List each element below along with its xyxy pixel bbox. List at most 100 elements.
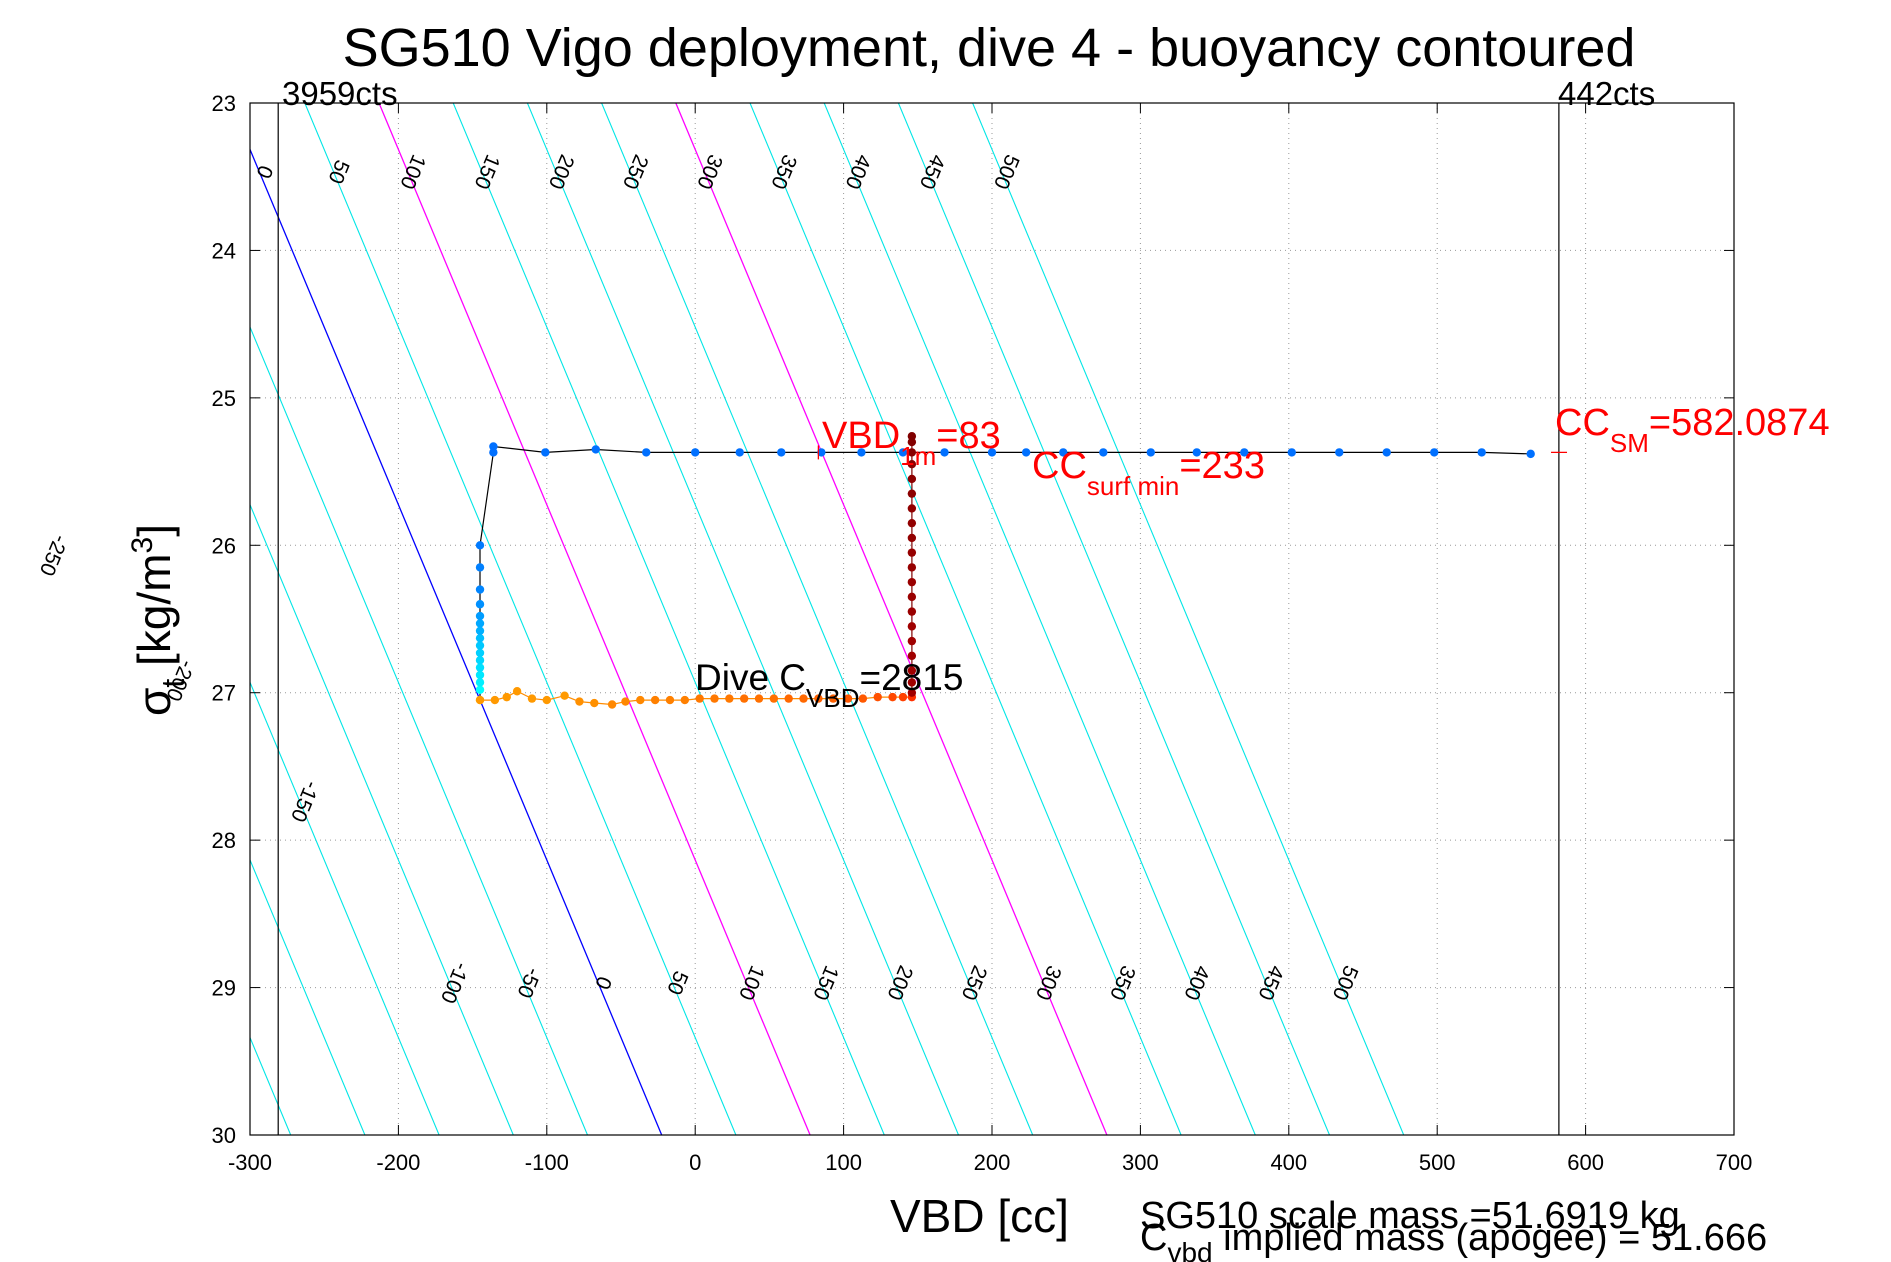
- x-tick-label: 500: [1419, 1150, 1456, 1175]
- data-point-ascent: [907, 448, 917, 457]
- data-point-ascent: [907, 548, 917, 557]
- data-point-descent: [735, 448, 744, 457]
- data-point-bottom: [560, 691, 569, 700]
- data-point-ascent: [907, 563, 917, 572]
- data-point-bottom: [769, 694, 779, 703]
- data-point-bottom: [898, 692, 908, 702]
- data-point-descent: [475, 641, 485, 650]
- data-point-bottom: [490, 695, 500, 705]
- data-point-descent: [1059, 448, 1068, 457]
- right-limit-label: 442cts: [1558, 75, 1655, 112]
- data-point-descent: [475, 541, 485, 550]
- vbd-1m-annotation: VBD1m=83: [822, 415, 1001, 471]
- data-point-bottom: [542, 695, 551, 705]
- data-point-bottom: [665, 695, 675, 705]
- y-tick-label: 26: [212, 533, 236, 558]
- contour-line: [250, 503, 514, 1135]
- data-point-bottom: [710, 694, 719, 703]
- data-point-descent: [1287, 448, 1296, 457]
- contour-line: [0, 103, 142, 1135]
- data-point-ascent: [907, 460, 917, 469]
- data-point-descent: [475, 611, 485, 621]
- contour-line: [250, 858, 366, 1135]
- data-point-bottom: [829, 694, 838, 703]
- data-point-ascent: [907, 437, 917, 447]
- data-point-bottom: [873, 692, 882, 702]
- axis-ticks: -300 -200 -100 0 100 200 300 400 500 600 700 23 24 25…: [212, 91, 1753, 1175]
- data-point-descent: [475, 633, 485, 643]
- x-tick-label: 600: [1567, 1150, 1604, 1175]
- y-tick-label: 29: [212, 976, 236, 1001]
- data-point-descent: [777, 448, 786, 457]
- data-point-descent: [1146, 448, 1155, 457]
- contour-line: [897, 103, 1331, 1135]
- data-point-descent: [1382, 448, 1391, 457]
- data-point-ascent: [907, 622, 917, 631]
- x-tick-label: -200: [376, 1150, 420, 1175]
- data-point-descent: [1335, 448, 1344, 457]
- data-point-descent: [940, 448, 949, 457]
- data-point-bottom: [621, 697, 630, 706]
- data-point-bottom: [858, 694, 868, 703]
- buoyancy-contours: [0, 103, 1405, 1135]
- data-point-descent: [642, 448, 651, 457]
- data-point-ascent: [907, 518, 917, 528]
- data-point-descent: [1430, 448, 1439, 457]
- data-point-descent: [1477, 448, 1486, 457]
- contour-line: [250, 680, 440, 1135]
- contour-line: [250, 147, 663, 1135]
- data-point-bottom: [650, 695, 660, 705]
- contour-line: [0, 103, 68, 1135]
- data-point-descent: [489, 442, 498, 451]
- data-point-descent: [475, 648, 485, 658]
- y-tick-label: 23: [212, 91, 236, 116]
- data-point-ascent: [907, 592, 917, 602]
- data-point-descent: [987, 448, 997, 457]
- contour-line: [526, 103, 960, 1135]
- data-point-descent: [475, 563, 485, 572]
- cc-sm-annotation: CCSM=582.0874: [1555, 402, 1830, 458]
- x-tick-label: 200: [974, 1150, 1011, 1175]
- data-point-bottom: [739, 694, 749, 703]
- vbd-limit-lines: [277, 103, 1560, 1135]
- data-point-descent: [1192, 448, 1201, 457]
- data-point-descent: [1099, 448, 1108, 457]
- y-axis-label: σt [kg/m3]: [126, 524, 191, 716]
- contour-line: [0, 103, 216, 1135]
- data-point-bottom: [502, 692, 511, 702]
- data-point-ascent: [907, 533, 917, 543]
- data-point-descent: [857, 448, 866, 457]
- data-point-bottom: [799, 694, 808, 703]
- cc-surf-min-annotation: CCsurf min=233: [1032, 445, 1265, 501]
- data-point-descent: [475, 585, 485, 594]
- data-point-descent: [475, 663, 485, 672]
- data-point-ascent: [907, 636, 917, 646]
- contour-line: [823, 103, 1256, 1135]
- data-point-ascent: [907, 678, 917, 687]
- chart-title: SG510 Vigo deployment, dive 4 - buoyancy…: [343, 18, 1636, 78]
- data-point-ascent: [907, 666, 917, 675]
- data-point-descent: [541, 448, 550, 457]
- data-point-bottom: [607, 700, 617, 709]
- x-axis-label: VBD [cc]: [890, 1190, 1069, 1242]
- y-tick-label: 30: [212, 1123, 236, 1148]
- data-point-descent: [475, 619, 485, 628]
- x-tick-label: 0: [689, 1150, 701, 1175]
- data-point-bottom: [888, 692, 897, 702]
- x-tick-label: 300: [1122, 1150, 1159, 1175]
- data-point-descent: [475, 656, 485, 665]
- data-point-bottom: [843, 694, 853, 703]
- data-point-bottom: [512, 687, 522, 696]
- data-point-descent: [475, 678, 485, 687]
- contour-label-left: -250: [35, 531, 72, 579]
- data-point-bottom: [475, 695, 485, 705]
- data-point-bottom: [590, 698, 599, 708]
- data-point-ascent: [907, 607, 917, 616]
- data-point-ascent: [907, 474, 917, 484]
- data-point-bottom: [575, 697, 584, 706]
- y-tick-label: 24: [212, 238, 236, 263]
- y-tick-label: 25: [212, 386, 236, 411]
- data-point-ascent: [907, 489, 917, 498]
- data-point-ascent: [907, 504, 917, 513]
